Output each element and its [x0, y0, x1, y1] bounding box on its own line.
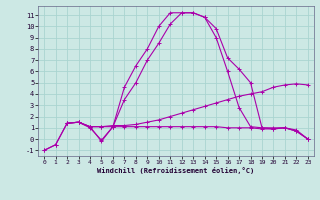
X-axis label: Windchill (Refroidissement éolien,°C): Windchill (Refroidissement éolien,°C) [97, 167, 255, 174]
